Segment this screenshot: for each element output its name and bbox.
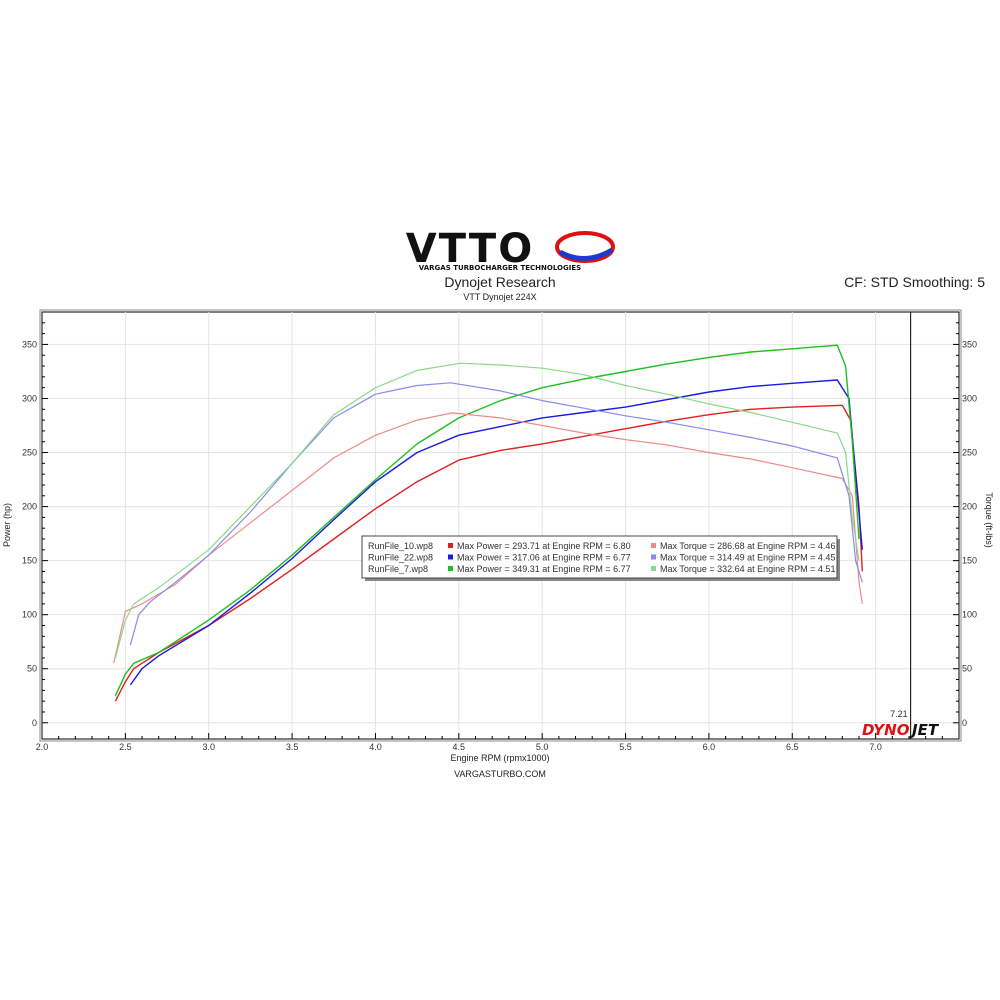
- legend-file: RunFile_10.wp8: [368, 541, 433, 551]
- series-torque-2: [114, 362, 860, 659]
- series-torque-1: [129, 382, 863, 646]
- legend-torque-text: Max Torque = 332.64 at Engine RPM = 4.51: [660, 564, 835, 574]
- legend-power-text: Max Power = 317.06 at Engine RPM = 6.77: [457, 553, 631, 563]
- y-tick-label-right: 0: [962, 718, 967, 728]
- x-tick-label: 3.0: [202, 742, 215, 752]
- x-tick-label: 4.5: [453, 742, 466, 752]
- series-power-0: [114, 404, 863, 702]
- legend-power-text: Max Power = 349.31 at Engine RPM = 6.77: [457, 564, 631, 574]
- cf-smoothing-label: CF: STD Smoothing: 5: [844, 274, 985, 290]
- series-lines: [113, 344, 863, 702]
- y-tick-label-right: 250: [962, 448, 977, 458]
- x-tick-label: 6.5: [786, 742, 799, 752]
- legend-torque-swatch: [651, 554, 656, 560]
- legend-power-text: Max Power = 293.71 at Engine RPM = 6.80: [457, 541, 631, 551]
- y-axis-left-label: Power (hp): [2, 503, 12, 547]
- x-axis-label: Engine RPM (rpmx1000): [450, 753, 549, 763]
- x-tick-label: 5.5: [619, 742, 632, 752]
- logo-text: VTTO: [406, 226, 534, 272]
- chart-subtitle: VTT Dynojet 224X: [463, 292, 536, 302]
- y-tick-label-right: 50: [962, 664, 972, 674]
- y-tick-label-right: 150: [962, 556, 977, 566]
- y-tick-label-left: 300: [22, 393, 37, 403]
- x-tick-label: 2.5: [119, 742, 132, 752]
- legend-power-swatch: [448, 554, 453, 560]
- x-tick-label: 4.0: [369, 742, 382, 752]
- chart-title: Dynojet Research: [444, 274, 555, 290]
- y-tick-label-left: 100: [22, 610, 37, 620]
- legend-torque-text: Max Torque = 286.68 at Engine RPM = 4.46: [660, 541, 835, 551]
- legend-file: RunFile_7.wp8: [368, 564, 428, 574]
- vtt-logo: VTTO VARGAS TURBOCHARGER TECHNOLOGIES: [406, 226, 615, 272]
- legend-torque-swatch: [651, 543, 656, 548]
- y-tick-label-right: 350: [962, 339, 977, 349]
- series-power-2: [114, 344, 860, 697]
- y-tick-label-left: 250: [22, 448, 37, 458]
- dynojet-brand-a: DYNO: [862, 721, 910, 739]
- grid-lines: [42, 312, 959, 739]
- y-tick-label-left: 200: [22, 502, 37, 512]
- legend-torque-swatch: [651, 566, 656, 571]
- y-tick-label-left: 50: [27, 664, 37, 674]
- marker-label: 7.21: [890, 709, 908, 719]
- logo-swirl-blue: [558, 247, 614, 261]
- x-tick-label: 2.0: [36, 742, 49, 752]
- y-axis-right-label: Torque (ft-lbs): [984, 492, 994, 548]
- dynojet-brand-b: JET: [909, 721, 940, 739]
- legend-power-swatch: [448, 543, 453, 548]
- source-footer: VARGASTURBO.COM: [454, 769, 546, 779]
- legend-torque-text: Max Torque = 314.49 at Engine RPM = 4.45: [660, 553, 835, 563]
- legend: RunFile_10.wp8 Max Power = 293.71 at Engi…: [361, 535, 840, 581]
- x-tick-label: 6.0: [703, 742, 716, 752]
- legend-box: [361, 535, 838, 579]
- legend-file: RunFile_22.wp8: [368, 553, 433, 563]
- y-tick-label-right: 200: [962, 502, 977, 512]
- x-tick-label: 7.0: [869, 742, 882, 752]
- y-axis-left-ticks: 0 50 100 150 200 250 300 350: [22, 322, 48, 728]
- plot-area: [39, 309, 962, 742]
- x-tick-label: 5.0: [536, 742, 549, 752]
- y-tick-label-right: 300: [962, 393, 977, 403]
- y-tick-label-left: 150: [22, 556, 37, 566]
- dynojet-logo: DYNO JET: [862, 721, 940, 739]
- y-axis-right-ticks: 0 50 100 150 200 250 300 350: [953, 322, 977, 728]
- y-tick-label-left: 0: [32, 718, 37, 728]
- logo-subtitle: VARGAS TURBOCHARGER TECHNOLOGIES: [419, 264, 581, 272]
- y-tick-label-right: 100: [962, 610, 977, 620]
- rpm-marker-line: 7.21: [890, 312, 912, 739]
- legend-power-swatch: [448, 566, 453, 571]
- x-axis-ticks: 2.0 2.5 3.0 3.5 4.0 4.5 5.0 5.5 6.0 6.5 7.0: [36, 733, 960, 752]
- y-tick-label-left: 350: [22, 339, 37, 349]
- x-tick-label: 3.5: [286, 742, 299, 752]
